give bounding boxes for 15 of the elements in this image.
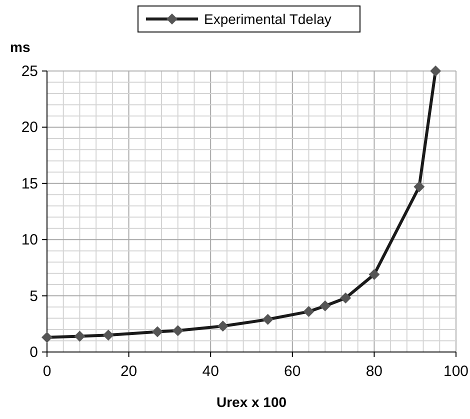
y-tick-label: 20	[21, 119, 38, 136]
legend-label: Experimental Tdelay	[204, 11, 332, 27]
x-tick-label: 60	[284, 363, 301, 380]
y-tick-label: 5	[30, 288, 38, 305]
y-tick-label: 0	[30, 344, 38, 361]
y-axis-title: ms	[10, 39, 30, 55]
x-axis-title: Urex x 100	[216, 394, 287, 410]
x-tick-label: 40	[202, 363, 219, 380]
y-tick-label: 25	[21, 63, 38, 80]
y-tick-label: 15	[21, 175, 38, 192]
y-tick-label: 10	[21, 232, 38, 249]
x-tick-label: 0	[42, 363, 52, 380]
x-tick-label: 80	[366, 363, 383, 380]
x-tick-label: 20	[120, 363, 138, 380]
x-tick-label: 100	[443, 363, 469, 380]
